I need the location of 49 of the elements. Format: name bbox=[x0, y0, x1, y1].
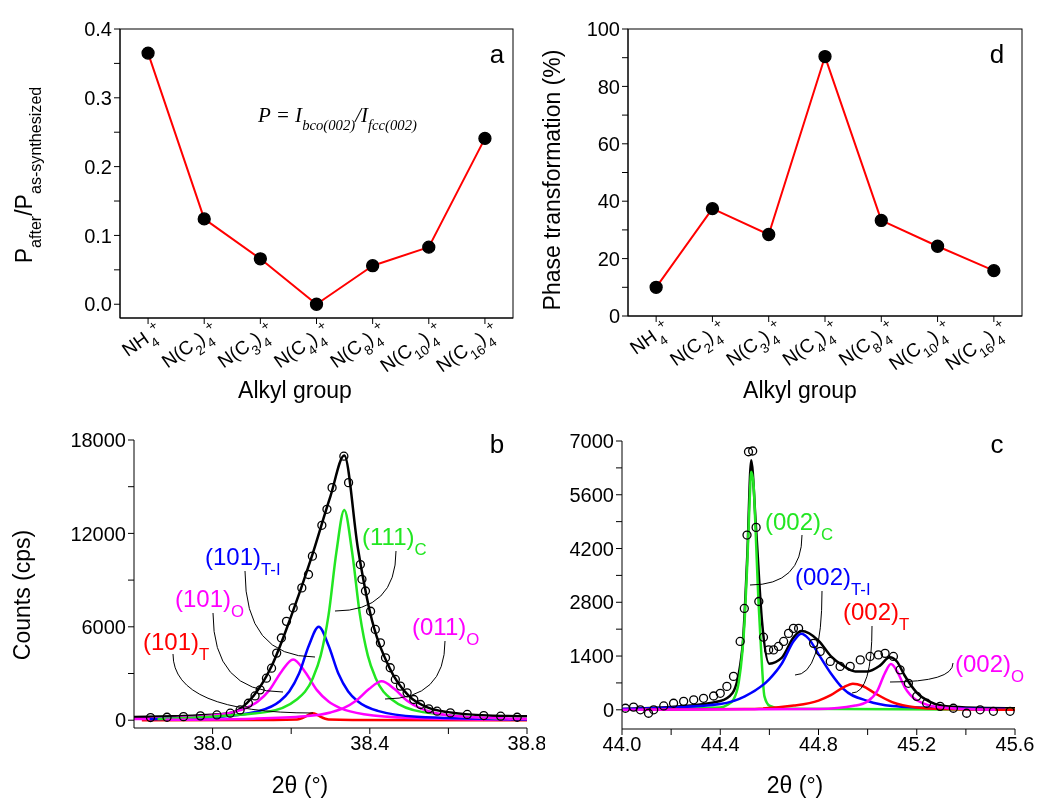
y-tick-label: 0 bbox=[114, 709, 126, 732]
y-axis-title: Counts (cps) bbox=[9, 529, 35, 661]
x-tick-label: 38.8 bbox=[507, 732, 547, 755]
x-tick-label: 44.0 bbox=[602, 733, 642, 756]
series-label: (002)$_{O}$ bbox=[955, 650, 1025, 686]
y-tick-label: 1400 bbox=[569, 645, 614, 668]
series-label: (011)$_{O}$ bbox=[412, 613, 480, 649]
y-tick-label: 7000 bbox=[569, 430, 614, 453]
text: (002)$_{T}$ bbox=[843, 598, 910, 634]
y-tick-label: 0.4 bbox=[84, 18, 112, 41]
y-tick-label: 20 bbox=[597, 247, 620, 270]
x-tick-label: 45.6 bbox=[995, 733, 1035, 756]
y-tick-label: 0.3 bbox=[84, 86, 112, 109]
y-tick-label: 0.1 bbox=[84, 224, 112, 247]
series-label: (002)$_{T-I}$ bbox=[795, 563, 871, 599]
y-tick-label: 0.2 bbox=[84, 155, 112, 178]
y-tick-label: 4200 bbox=[569, 537, 614, 560]
annotation: P = I$_{bco(002)}$/I$_{fcc(002)}$ bbox=[257, 103, 418, 134]
y-tick-label: 80 bbox=[597, 75, 620, 98]
text: (101)$_{T-I}$ bbox=[205, 543, 281, 579]
y-tick-label: 0.0 bbox=[84, 293, 112, 316]
text: (101)$_{O}$ bbox=[175, 585, 245, 621]
annotation: b bbox=[489, 429, 505, 459]
x-axis-title: 2θ (°) bbox=[766, 772, 824, 798]
x-tick-label: 44.4 bbox=[700, 733, 740, 756]
x-tick-label: 44.8 bbox=[799, 733, 838, 756]
y-tick-label: 6000 bbox=[81, 615, 126, 638]
y-tick-label: 5600 bbox=[569, 483, 614, 506]
x-tick-label: 38.0 bbox=[193, 732, 233, 755]
x-axis-title: 2θ (°) bbox=[271, 772, 329, 798]
annotation: d bbox=[989, 39, 1005, 69]
y-tick-label: 12000 bbox=[70, 522, 126, 545]
x-axis-title: Alkyl group bbox=[238, 377, 352, 403]
y-tick-label: 40 bbox=[597, 190, 620, 213]
y-tick-label: 100 bbox=[586, 18, 620, 41]
y-tick-label: 18000 bbox=[70, 429, 126, 452]
x-axis-title: Alkyl group bbox=[743, 377, 857, 403]
series-label: (002)$_{C}$ bbox=[765, 508, 834, 544]
x-tick-label: 38.4 bbox=[350, 732, 390, 755]
x-tick-label: 45.2 bbox=[897, 733, 937, 756]
series-label: (111)$_{C}$ bbox=[362, 523, 427, 559]
y-tick-label: 60 bbox=[597, 132, 620, 155]
y-tick-label: 0 bbox=[602, 698, 614, 721]
annotation: a bbox=[489, 39, 505, 69]
y-tick-label: 2800 bbox=[569, 591, 614, 614]
y-tick-label: 0 bbox=[608, 305, 620, 328]
annotation: c bbox=[990, 429, 1004, 459]
y-axis-title: Phase transformation (%) bbox=[539, 49, 565, 311]
text: (101)$_{T}$ bbox=[143, 628, 210, 664]
